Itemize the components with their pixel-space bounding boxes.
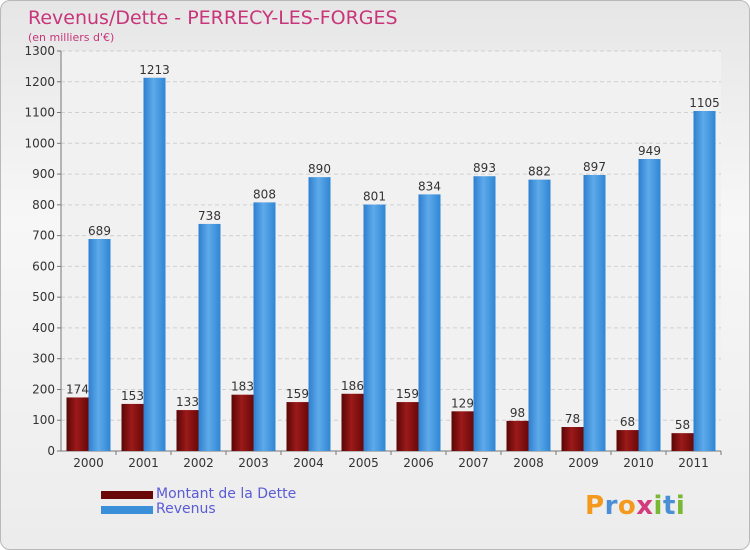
- data-label-revenus: 890: [308, 162, 331, 176]
- plot-area: [61, 51, 721, 451]
- bar-revenus: [583, 175, 606, 451]
- data-label-debt: 78: [565, 412, 580, 426]
- data-label-revenus: 949: [638, 144, 661, 158]
- bar-debt: [231, 394, 254, 451]
- legend-swatch-revenus: [101, 506, 153, 514]
- bar-debt: [286, 402, 309, 451]
- chart-title: Revenus/Dette - PERRECY-LES-FORGES: [28, 7, 398, 29]
- y-tick-label: 500: [32, 290, 55, 304]
- data-label-debt: 98: [510, 406, 525, 420]
- bar-debt: [341, 393, 364, 451]
- x-tick-label: 2003: [238, 456, 269, 470]
- bar-revenus: [473, 176, 496, 451]
- bar-revenus: [143, 77, 166, 452]
- data-label-revenus: 1105: [689, 96, 720, 110]
- data-label-debt: 183: [231, 380, 254, 394]
- x-tick-label: 2008: [513, 456, 544, 470]
- x-tick-label: 2007: [458, 456, 489, 470]
- x-tick-label: 2010: [623, 456, 654, 470]
- x-tick-label: 2000: [73, 456, 104, 470]
- x-tick-label: 2005: [348, 456, 379, 470]
- y-tick-label: 1000: [24, 136, 55, 150]
- data-label-debt: 58: [675, 418, 690, 432]
- y-tick-label: 100: [32, 413, 55, 427]
- data-label-revenus: 738: [198, 209, 221, 223]
- y-tick-label: 400: [32, 321, 55, 335]
- y-tick-label: 800: [32, 198, 55, 212]
- data-label-debt: 159: [286, 387, 309, 401]
- bar-debt: [121, 403, 144, 451]
- y-tick-label: 1100: [24, 106, 55, 120]
- data-label-revenus: 897: [583, 160, 606, 174]
- bar-debt: [671, 433, 694, 451]
- data-label-revenus: 689: [88, 224, 111, 238]
- bar-debt: [396, 402, 419, 451]
- y-tick-label: 1300: [24, 44, 55, 58]
- legend-swatch-debt: [101, 491, 153, 499]
- bar-revenus: [88, 239, 111, 451]
- bar-debt: [616, 430, 639, 451]
- x-tick-label: 2009: [568, 456, 599, 470]
- data-label-revenus: 808: [253, 187, 276, 201]
- data-label-revenus: 801: [363, 190, 386, 204]
- bar-revenus: [693, 111, 716, 451]
- bar-revenus: [528, 179, 551, 451]
- data-label-debt: 68: [620, 415, 635, 429]
- bar-debt: [451, 411, 474, 451]
- data-label-revenus: 1213: [139, 63, 170, 77]
- bar-debt: [561, 427, 584, 451]
- proxiti-logo: Proxiti: [585, 491, 686, 521]
- bar-debt: [66, 397, 89, 451]
- data-label-debt: 133: [176, 395, 199, 409]
- bar-debt: [506, 420, 529, 451]
- legend-label-revenus: Revenus: [156, 501, 216, 517]
- data-label-revenus: 834: [418, 179, 441, 193]
- data-label-debt: 186: [341, 379, 364, 393]
- legend-label-debt: Montant de la Dette: [156, 486, 297, 502]
- x-tick-label: 2004: [293, 456, 324, 470]
- x-tick-label: 2006: [403, 456, 434, 470]
- y-tick-label: 900: [32, 167, 55, 181]
- y-tick-label: 0: [47, 444, 55, 458]
- chart-subtitle: (en milliers d'€): [28, 31, 115, 44]
- y-tick-label: 300: [32, 352, 55, 366]
- data-label-debt: 153: [121, 389, 144, 403]
- x-tick-label: 2001: [128, 456, 159, 470]
- bar-revenus: [253, 202, 276, 451]
- y-tick-label: 200: [32, 382, 55, 396]
- data-label-revenus: 893: [473, 161, 496, 175]
- y-tick-label: 700: [32, 229, 55, 243]
- data-label-debt: 174: [66, 382, 89, 396]
- data-label-debt: 129: [451, 396, 474, 410]
- x-tick-label: 2011: [678, 456, 709, 470]
- data-label-debt: 159: [396, 387, 419, 401]
- bar-revenus: [418, 194, 441, 451]
- bar-revenus: [638, 159, 661, 451]
- y-tick-label: 600: [32, 259, 55, 273]
- x-tick-label: 2002: [183, 456, 214, 470]
- bar-revenus: [363, 204, 386, 451]
- data-label-revenus: 882: [528, 165, 551, 179]
- bar-debt: [176, 410, 199, 451]
- y-tick-label: 1200: [24, 75, 55, 89]
- bar-revenus: [308, 177, 331, 451]
- bar-revenus: [198, 223, 221, 451]
